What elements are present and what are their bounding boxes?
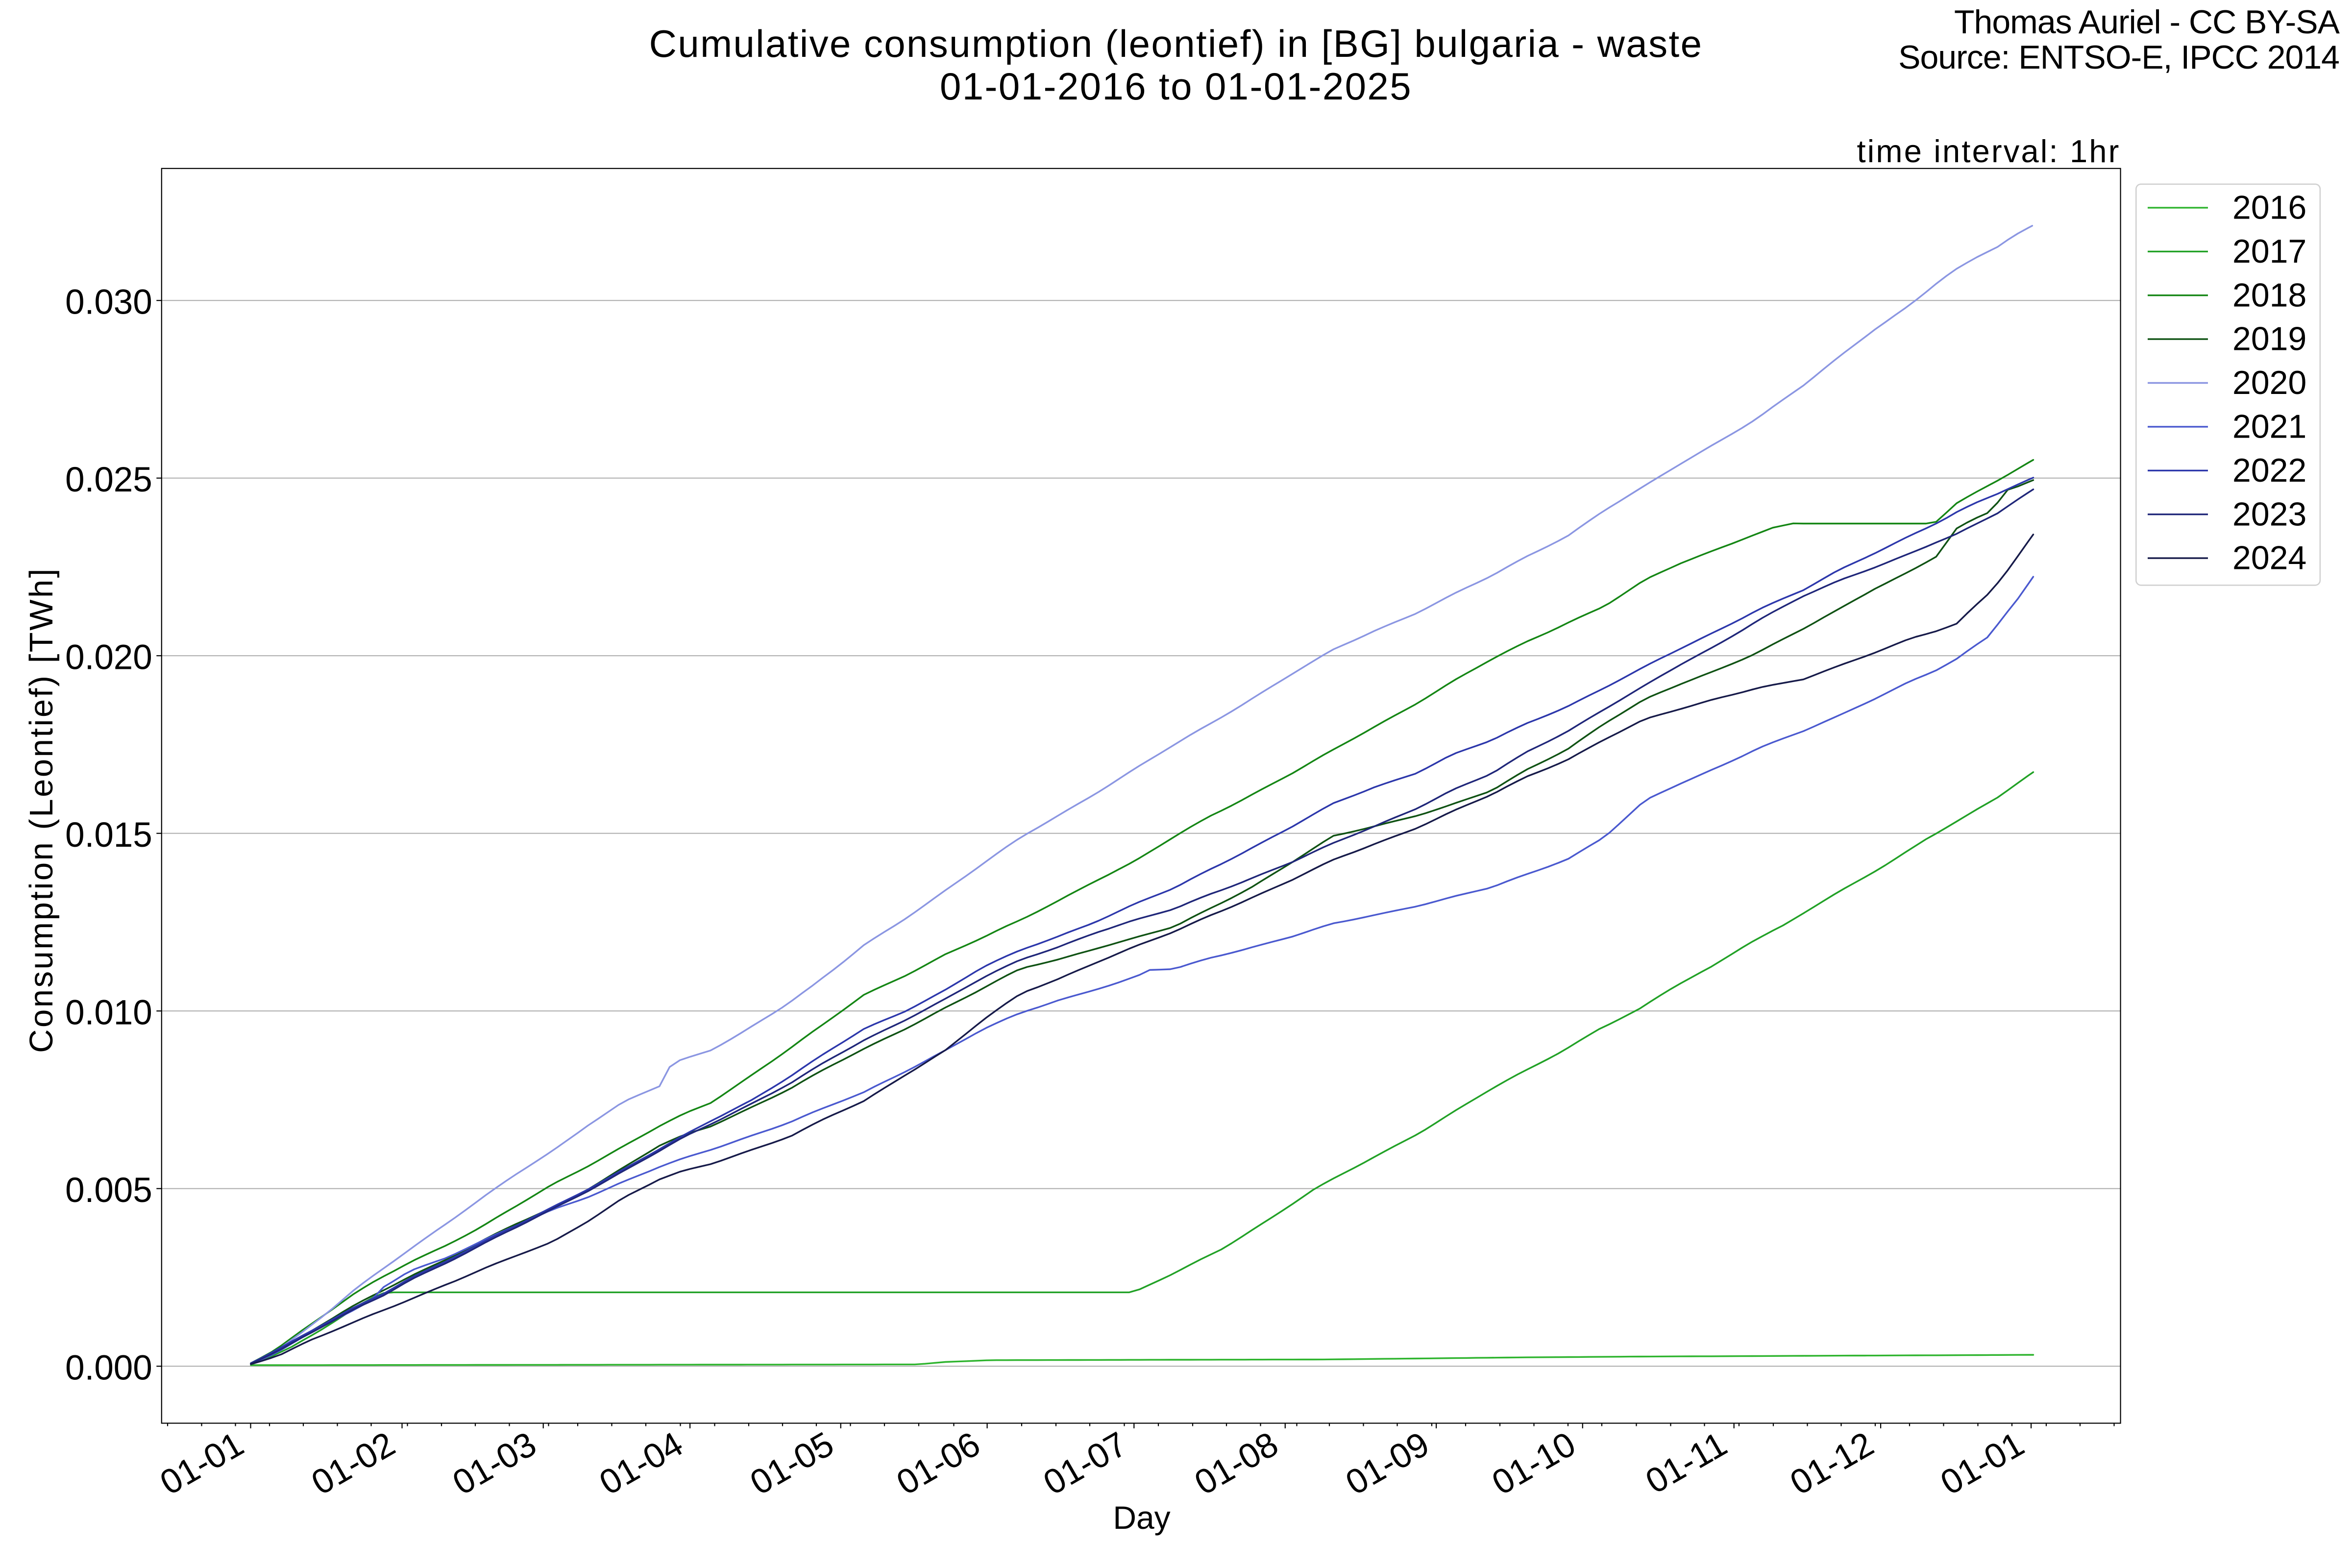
svg-text:01-06: 01-06 <box>890 1424 987 1502</box>
svg-text:01-04: 01-04 <box>593 1424 689 1502</box>
svg-text:01-07: 01-07 <box>1037 1424 1134 1502</box>
svg-text:2018: 2018 <box>2232 276 2306 314</box>
svg-text:0.020: 0.020 <box>65 638 152 677</box>
svg-text:2021: 2021 <box>2232 408 2306 445</box>
svg-text:0.005: 0.005 <box>65 1171 152 1210</box>
svg-text:0.030: 0.030 <box>65 283 152 322</box>
svg-text:01-03: 01-03 <box>446 1424 543 1502</box>
svg-text:2016: 2016 <box>2232 189 2306 226</box>
svg-text:2023: 2023 <box>2232 495 2306 533</box>
svg-text:01-09: 01-09 <box>1339 1424 1436 1502</box>
svg-text:Thomas Auriel - CC BY-SA: Thomas Auriel - CC BY-SA <box>1954 3 2340 41</box>
svg-text:01-10: 01-10 <box>1486 1424 1582 1502</box>
svg-text:Source: ENTSO-E, IPCC 2014: Source: ENTSO-E, IPCC 2014 <box>1898 39 2339 76</box>
svg-text:01-01-2016 to 01-01-2025: 01-01-2016 to 01-01-2025 <box>940 65 1412 108</box>
svg-text:01-02: 01-02 <box>305 1424 402 1502</box>
svg-text:time interval: 1hr: time interval: 1hr <box>1857 133 2121 169</box>
svg-text:2022: 2022 <box>2232 452 2306 489</box>
svg-text:2020: 2020 <box>2232 364 2306 401</box>
svg-text:2024: 2024 <box>2232 539 2306 577</box>
svg-text:Cumulative consumption (leonti: Cumulative consumption (leontief) in [BG… <box>649 22 1703 65</box>
svg-text:2017: 2017 <box>2232 233 2306 270</box>
svg-text:01-11: 01-11 <box>1639 1424 1733 1501</box>
svg-text:01-01: 01-01 <box>154 1424 250 1502</box>
svg-text:0.025: 0.025 <box>65 461 152 499</box>
svg-text:01-01: 01-01 <box>1934 1424 2031 1502</box>
svg-text:0.010: 0.010 <box>65 994 152 1032</box>
svg-text:0.015: 0.015 <box>65 816 152 855</box>
svg-text:01-08: 01-08 <box>1188 1424 1285 1502</box>
svg-text:Consumption (Leontief) [TWh]: Consumption (Leontief) [TWh] <box>23 567 60 1053</box>
svg-text:01-12: 01-12 <box>1784 1424 1880 1502</box>
svg-text:01-05: 01-05 <box>744 1424 840 1502</box>
svg-text:Day: Day <box>1113 1499 1170 1536</box>
svg-text:0.000: 0.000 <box>65 1349 152 1388</box>
svg-text:2019: 2019 <box>2232 320 2306 358</box>
